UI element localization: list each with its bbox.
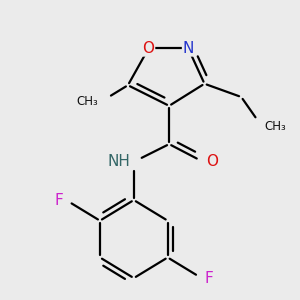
Text: O: O [142, 41, 154, 56]
Text: N: N [183, 41, 194, 56]
Text: CH₃: CH₃ [265, 120, 286, 133]
Text: CH₃: CH₃ [77, 95, 98, 108]
Text: F: F [205, 271, 213, 286]
Text: O: O [206, 154, 218, 169]
Text: NH: NH [108, 154, 131, 169]
Text: F: F [54, 193, 63, 208]
